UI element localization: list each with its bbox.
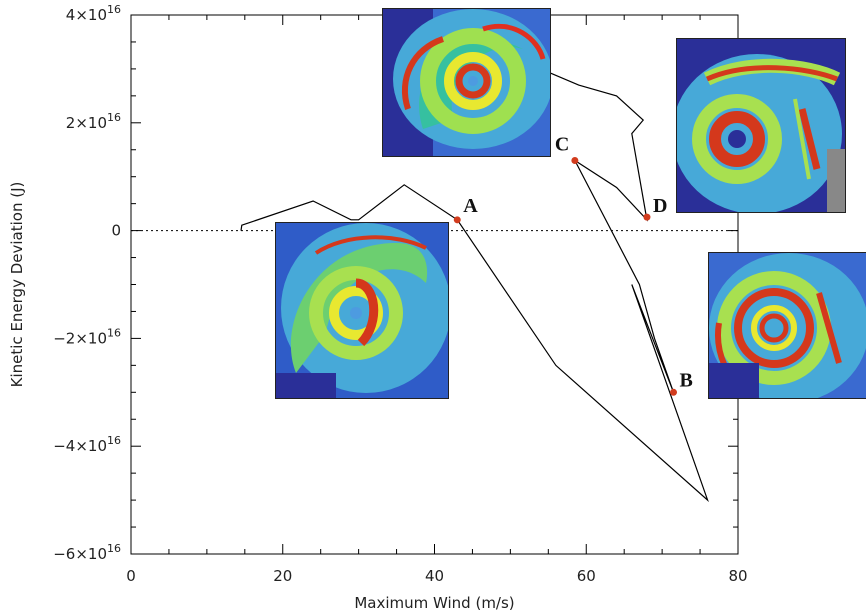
point-marker-a [453, 216, 461, 224]
y-tick-label: 2×1016 [66, 111, 121, 132]
y-tick-label: −6×1016 [53, 542, 121, 563]
y-axis-title: Kinetic Energy Deviation (J) [8, 182, 26, 388]
point-marker-b [670, 388, 678, 396]
y-tick-label: 0 [111, 222, 121, 240]
satellite-image-right-top [676, 38, 846, 213]
x-tick-label: 60 [577, 567, 596, 585]
plot-axes: 0 20 40 60 80 −6×1016 −4×1016 −2×1016 0 2×1016 4×1… [53, 3, 747, 585]
y-tick-label: −2×1016 [53, 326, 121, 347]
x-tick-label: 20 [273, 567, 292, 585]
y-tick-label: −4×1016 [53, 434, 121, 455]
point-marker-c [571, 157, 579, 165]
x-axis-title: Maximum Wind (m/s) [354, 594, 514, 612]
point-label-b: B [680, 369, 693, 391]
x-tick-label: 80 [728, 567, 747, 585]
x-tick-label: 0 [126, 567, 136, 585]
y-tick-label: 4×1016 [66, 3, 121, 24]
point-label-d: D [653, 195, 667, 217]
labeled-points: A B C D [453, 134, 693, 396]
satellite-image-top [382, 8, 551, 157]
point-marker-d [643, 213, 651, 221]
point-label-c: C [555, 134, 569, 156]
x-tick-label: 40 [425, 567, 444, 585]
satellite-image-right-bottom [708, 252, 866, 399]
point-label-a: A [463, 195, 478, 217]
satellite-image-left [275, 222, 449, 399]
